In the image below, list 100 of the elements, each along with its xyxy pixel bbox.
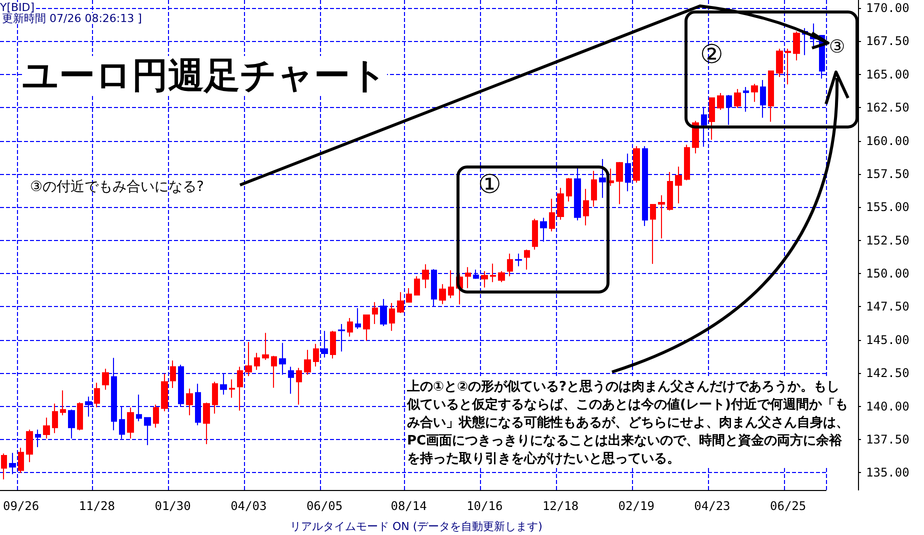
candlestick <box>481 270 488 288</box>
candlestick <box>397 292 404 314</box>
y-tick-label: 150.00 <box>866 266 910 281</box>
candlestick <box>793 30 800 61</box>
y-tick-label: 157.50 <box>866 166 910 181</box>
candlestick <box>406 288 412 303</box>
candlestick <box>229 378 235 398</box>
annotation: 更新時間 07/26 08:26:13 ] <box>2 12 142 25</box>
candlestick <box>254 352 260 370</box>
candlestick <box>43 417 50 439</box>
candlestick <box>102 368 109 390</box>
candlestick <box>18 447 24 474</box>
candlestick <box>52 403 58 434</box>
y-tick-label: 170.00 <box>866 0 910 15</box>
candlestick <box>94 382 100 408</box>
y-tick-label: 145.00 <box>866 332 910 347</box>
y-tick-label: 160.00 <box>866 134 910 148</box>
candlestick <box>684 144 690 181</box>
candlestick <box>507 253 513 277</box>
y-tick-label: 167.50 <box>866 34 910 48</box>
y-tick-label: 140.00 <box>866 399 910 414</box>
annotation: ③の付近でもみ合いになる? <box>30 179 204 195</box>
text: ③ <box>829 36 846 58</box>
candlestick <box>591 170 597 208</box>
candlestick <box>68 409 75 439</box>
candlestick <box>271 355 277 388</box>
candlestick <box>608 168 614 186</box>
y-tick-label: 155.00 <box>866 200 910 214</box>
candlestick <box>60 390 66 416</box>
candlestick <box>667 171 673 211</box>
y-tick-label: 142.50 <box>866 366 910 380</box>
candlestick <box>583 188 589 226</box>
candlestick <box>262 332 269 360</box>
candlestick <box>532 218 538 250</box>
candlestick <box>675 166 682 204</box>
y-tick-label: 137.50 <box>866 432 910 447</box>
candlestick <box>717 92 724 110</box>
text: ユーロ円週足チャート <box>22 56 387 96</box>
candlestick <box>633 146 640 184</box>
candlestick <box>524 249 530 270</box>
x-tick-label: 06/25 <box>770 499 806 513</box>
x-tick-label: 10/16 <box>466 499 503 513</box>
candlestick <box>515 253 522 267</box>
candlestick <box>566 177 572 202</box>
candlestick <box>658 194 665 239</box>
candlestick <box>439 284 446 305</box>
x-tick-label: 01/30 <box>154 499 191 513</box>
candlestick <box>709 97 715 140</box>
y-tick-label: 152.50 <box>866 233 910 248</box>
candlestick <box>650 204 656 264</box>
x-tick-label: 11/28 <box>78 499 115 513</box>
candlestick <box>77 402 83 431</box>
x-tick-label: 09/26 <box>3 499 40 513</box>
candlestick <box>465 266 471 289</box>
candlestick <box>363 314 370 342</box>
candlestick <box>549 198 555 232</box>
candlestick <box>751 83 758 102</box>
candlestick <box>304 349 311 376</box>
y-tick-label: 147.50 <box>866 300 910 314</box>
candlestick <box>170 360 176 389</box>
candlestick <box>785 48 791 85</box>
candlestick <box>127 407 134 439</box>
annotation: ① <box>478 170 502 200</box>
x-tick-label: 12/18 <box>542 499 579 513</box>
y-tick-label: 162.50 <box>866 100 910 115</box>
candlestick <box>768 70 774 122</box>
x-tick-label: 08/14 <box>390 499 427 513</box>
annotation: 上の①と②の形が似ている?と思うのは肉まん父さんだけであろうか。もし似ていると仮定するならば、このあとは今の値(レート)付近で何週間か「もみ合い」状態になる可能性もあるが、どちらにせよ、肉まん父さん自身は、PC画面につきっきりになることは出来ないので、時間と資金の両方に余裕を持った取り引きを心がけたいと思っている。 <box>406 380 849 466</box>
y-tick-label: 165.00 <box>866 67 910 82</box>
candlestick <box>1 452 7 480</box>
x-tick-label: 02/19 <box>618 499 654 513</box>
candlestick <box>153 404 159 428</box>
candlestick <box>161 373 168 412</box>
candlestick <box>203 402 210 445</box>
candlestick <box>26 429 33 463</box>
candlestick <box>448 270 454 299</box>
candlestick <box>734 88 741 108</box>
candlestick <box>313 343 319 368</box>
candlestick <box>330 330 336 360</box>
candlestick <box>776 48 783 78</box>
candlestick <box>414 276 420 296</box>
x-tick-label: 04/23 <box>694 499 730 513</box>
text: リアルタイムモード ON (データを自動更新します) <box>290 520 542 533</box>
y-tick-label: 135.00 <box>866 466 910 480</box>
candlestick <box>490 263 496 283</box>
x-tick-label: 06/05 <box>306 499 343 513</box>
candlestick <box>237 366 243 412</box>
annotation: Y[BID] <box>0 1 35 14</box>
candlestick <box>212 381 218 414</box>
annotation: ② <box>700 40 724 70</box>
candlestick <box>422 264 429 289</box>
candlestick <box>186 388 193 416</box>
candlestick <box>372 302 378 325</box>
candlestick <box>616 162 623 205</box>
candlestick <box>296 367 302 406</box>
x-tick-label: 04/03 <box>230 499 267 513</box>
candlestick <box>245 341 252 377</box>
candlestick <box>347 318 353 338</box>
candlestick <box>389 302 395 332</box>
candlestick <box>498 270 505 283</box>
